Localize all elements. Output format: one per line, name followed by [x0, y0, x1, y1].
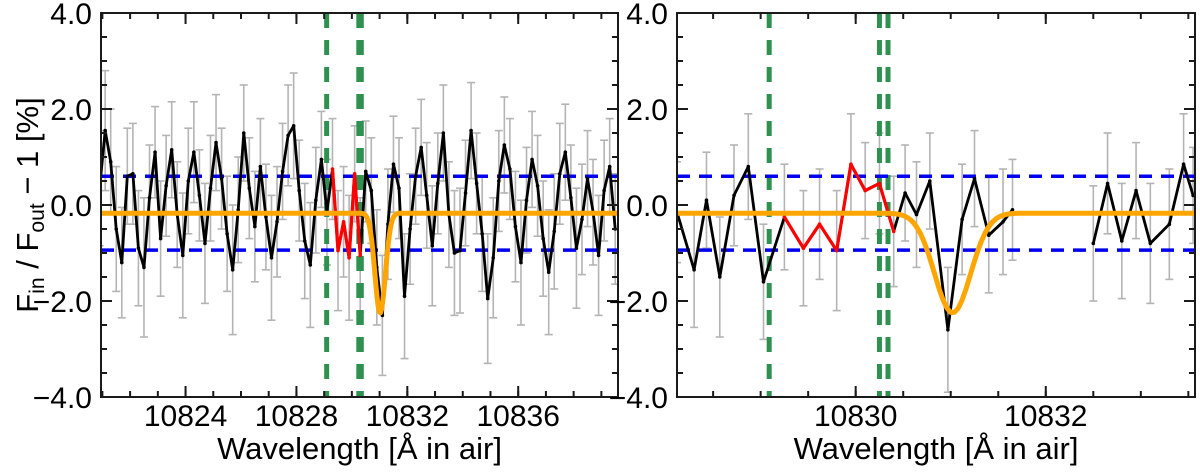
model-line	[101, 210, 618, 316]
x-tick-label: 10832	[1004, 400, 1087, 433]
y-tick-label: −2.0	[609, 286, 668, 319]
axis-ticks	[677, 12, 1195, 398]
x-axis-label-left: Wavelength [Å in air]	[217, 431, 502, 466]
tick-labels: 10830 10832 4.0 2.0 0.0 −2.0 −4.0	[609, 0, 1088, 433]
error-bars	[677, 113, 1195, 394]
y-axis-label-f-out: / F	[9, 232, 45, 278]
panel-full-range: 10824 10828 10832 10836 4.0 2.0 0.0 −2.0 −4.0	[33, 0, 619, 433]
y-tick-label: 2.0	[626, 94, 668, 127]
y-tick-label: 2.0	[50, 94, 92, 127]
y-axis-label-f-in: F	[9, 293, 45, 313]
y-axis-label-tail: − 1 [%]	[9, 97, 45, 204]
y-tick-label: 0.0	[626, 190, 668, 223]
y-tick-label: 0.0	[50, 190, 92, 223]
y-axis-label-sub-in: in	[26, 277, 50, 294]
x-tick-label: 10832	[366, 400, 449, 433]
x-tick-label: 10824	[144, 400, 227, 433]
y-axis-label: Fin / Fout − 1 [%]	[10, 97, 50, 312]
data-markers	[101, 124, 618, 318]
tick-labels: 10824 10828 10832 10836 4.0 2.0 0.0 −2.0 −4.0	[33, 0, 560, 433]
model-line	[677, 210, 1195, 315]
data-markers	[677, 162, 1195, 332]
helium-line-markers	[766, 13, 891, 397]
sigma-band-lines	[101, 174, 618, 252]
axis-ticks	[101, 12, 618, 398]
x-tick-label: 10836	[476, 400, 559, 433]
y-tick-label: 4.0	[50, 0, 92, 31]
panel-zoom-on-line: 10830 10832 4.0 2.0 0.0 −2.0 −4.0	[609, 0, 1196, 433]
x-axis-label-right: Wavelength [Å in air]	[793, 431, 1079, 466]
x-tick-label: 10830	[814, 400, 897, 433]
y-tick-label: −4.0	[609, 382, 668, 415]
in-transit-line	[330, 168, 362, 260]
in-transit-line	[783, 162, 896, 253]
y-tick-label: 4.0	[626, 0, 668, 31]
x-tick-label: 10828	[255, 400, 338, 433]
y-axis-label-sub-out: out	[26, 203, 50, 233]
y-tick-label: −4.0	[33, 382, 92, 415]
y-tick-label: −2.0	[33, 286, 92, 319]
data-line	[677, 162, 1195, 332]
